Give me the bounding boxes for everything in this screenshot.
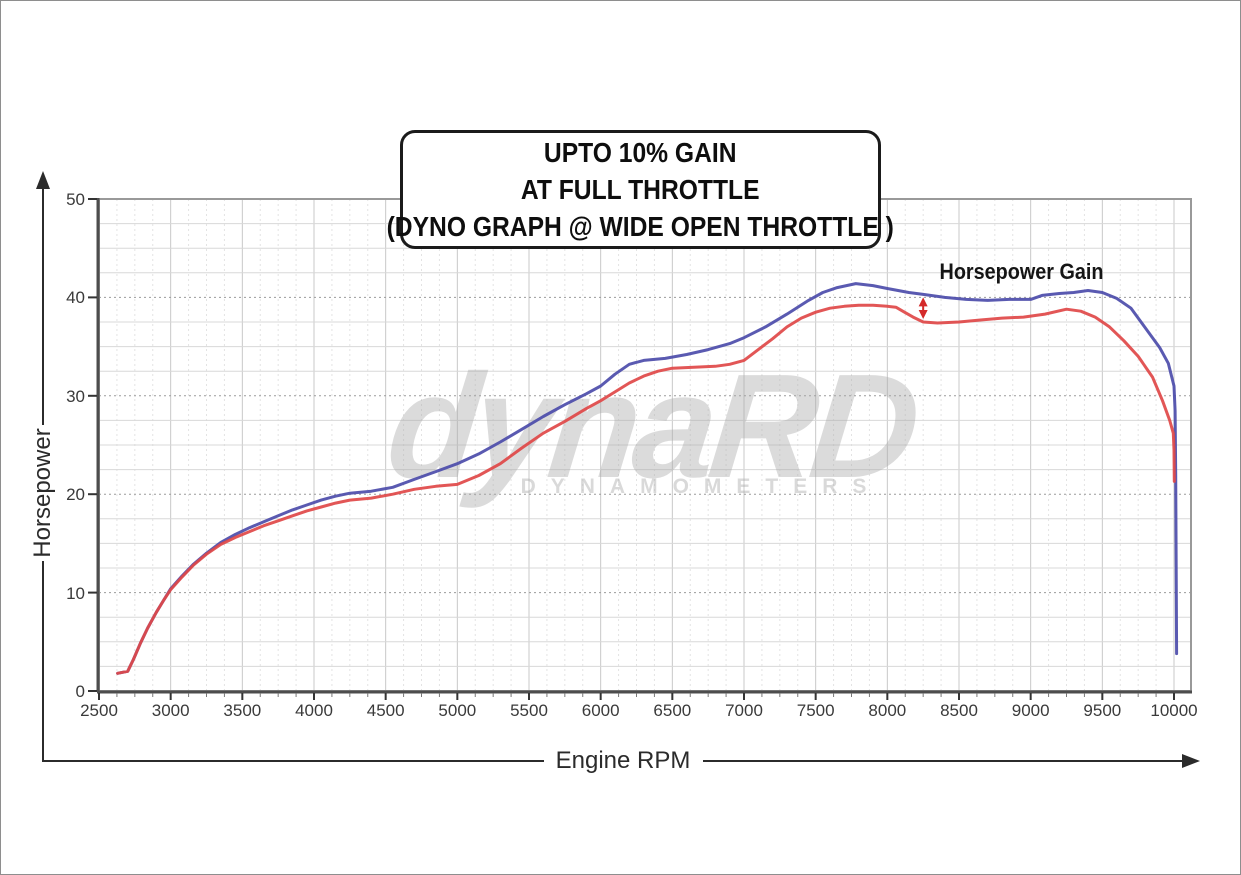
x-tick-label: 2500 <box>80 701 118 720</box>
x-tick-label: 4000 <box>295 701 333 720</box>
title-line-3: (DYNO GRAPH @ WIDE OPEN THROTTLE ) <box>386 211 895 242</box>
x-tick-label: 4500 <box>366 701 405 720</box>
y-tick-label: 0 <box>75 682 85 701</box>
x-tick-label: 8000 <box>868 701 907 720</box>
x-tick-label: 7500 <box>796 701 835 720</box>
x-tick-label: 3500 <box>223 701 262 720</box>
x-tick-label: 10000 <box>1150 701 1198 720</box>
y-tick-label: 30 <box>66 386 85 406</box>
y-axis-label: Horsepower <box>29 428 56 558</box>
x-tick-label: 5000 <box>438 701 477 720</box>
x-axis-arrowhead-icon <box>1182 754 1200 768</box>
title-line-1: UPTO 10% GAIN <box>544 137 737 168</box>
y-tick-label: 20 <box>66 485 85 505</box>
gain-arrow-up-icon <box>918 297 928 307</box>
gain-arrow-down-icon <box>918 310 928 320</box>
chart-title-box: UPTO 10% GAIN AT FULL THROTTLE (DYNO GRA… <box>387 130 894 249</box>
curve-red-baseline <box>116 303 1176 675</box>
x-axis-label: Engine RPM <box>555 747 691 774</box>
x-tick-label: 6000 <box>581 701 620 720</box>
curve-blue-upgraded <box>116 282 1179 675</box>
title-line-2: AT FULL THROTTLE <box>521 174 760 205</box>
x-tick-label: 8500 <box>940 701 978 720</box>
y-tick-label: 10 <box>66 583 85 603</box>
x-tick-label: 6500 <box>653 701 692 720</box>
chart-title-text: UPTO 10% GAIN AT FULL THROTTLE (DYNO GRA… <box>387 134 894 245</box>
x-tick-label: 9500 <box>1083 701 1122 720</box>
y-tick-label: 50 <box>66 190 85 209</box>
x-tick-label: 7000 <box>725 701 763 720</box>
x-tick-label: 9000 <box>1011 701 1050 720</box>
horsepower-gain-annotation: Horsepower Gain <box>939 259 1104 284</box>
y-tick-label: 40 <box>66 288 85 308</box>
y-axis-arrowhead-icon <box>36 171 50 189</box>
x-tick-label: 5500 <box>510 701 548 720</box>
x-tick-label: 3000 <box>151 701 190 720</box>
